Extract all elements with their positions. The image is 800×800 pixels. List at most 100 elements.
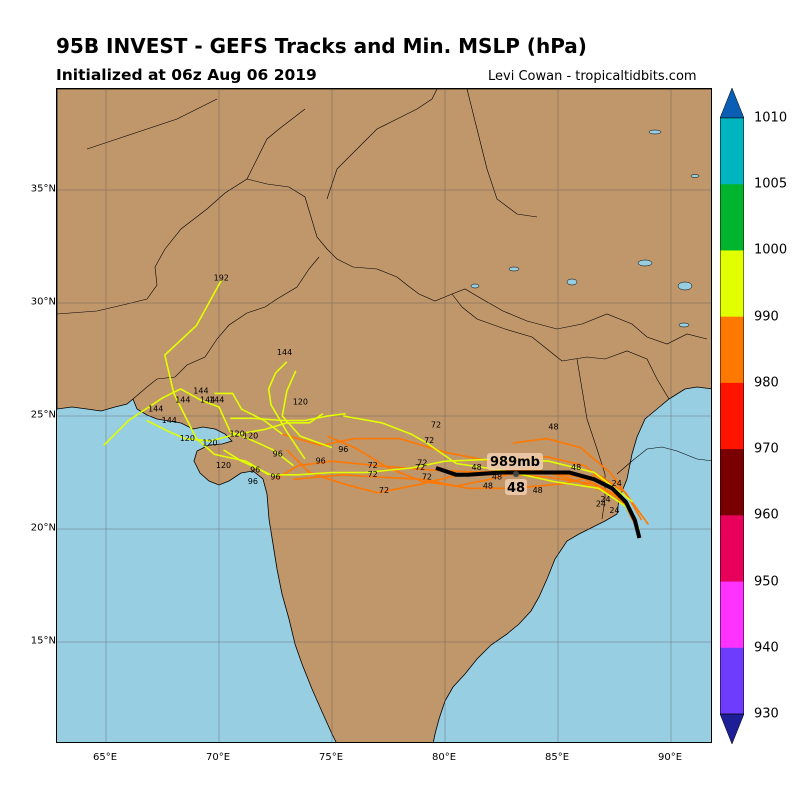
- mean-48h-marker: [513, 471, 519, 477]
- lake: [677, 281, 693, 291]
- author-credit: Levi Cowan - tropicaltidbits.com: [488, 69, 697, 84]
- x-tick-label: 80°E: [431, 752, 457, 763]
- forecast-hour-label: 120: [216, 461, 231, 470]
- y-tick-label: 20°N: [30, 522, 56, 534]
- chart-title: 95B INVEST - GEFS Tracks and Min. MSLP (…: [56, 34, 587, 58]
- mean-hour-label: 48: [507, 481, 525, 496]
- forecast-hour-label: 24: [596, 499, 606, 508]
- pressure-colorbar: [720, 88, 744, 744]
- forecast-hour-label: 144: [193, 386, 208, 395]
- colorbar-bin: [720, 316, 744, 384]
- init-time-subtitle: Initialized at 06z Aug 06 2019: [56, 66, 317, 84]
- ensemble-member-track: [293, 473, 643, 521]
- forecast-hour-label: 72: [368, 461, 378, 470]
- ensemble-member-track: [286, 449, 636, 519]
- forecast-hour-label: 144: [200, 395, 215, 404]
- colorbar-bin: [720, 647, 744, 715]
- ensemble-member-track: [343, 415, 641, 530]
- colorbar-bin: [720, 118, 744, 185]
- map-panel: 192 144 144 144 144 144 144 144 120 120 120 120 120 1…: [56, 88, 712, 743]
- colorbar-level-label: 1010: [754, 110, 788, 126]
- lake: [508, 266, 520, 272]
- lake: [566, 278, 578, 286]
- colorbar-bin: [720, 449, 744, 516]
- ensemble-member-track: [281, 370, 333, 449]
- forecast-hour-label: 24: [600, 495, 610, 504]
- forecast-hour-label: 48: [472, 463, 482, 472]
- forecast-hour-label: 48: [548, 423, 558, 432]
- lake: [470, 283, 480, 289]
- forecast-hour-label: 120: [180, 434, 195, 443]
- forecast-hour-label: 192: [214, 273, 229, 282]
- lake: [637, 259, 653, 267]
- colorbar-level-label: 970: [754, 441, 779, 457]
- ensemble-member-track: [180, 388, 295, 467]
- forecast-hour-label: 48: [483, 481, 493, 490]
- colorbar-bin: [720, 581, 744, 649]
- forecast-hour-label: 72: [417, 459, 427, 468]
- forecast-hour-label: 24: [609, 506, 619, 515]
- forecast-hour-label: 120: [229, 429, 244, 438]
- colorbar-level-label: 950: [754, 574, 779, 590]
- x-tick-label: 70°E: [205, 752, 231, 763]
- y-tick-label: 25°N: [30, 409, 56, 421]
- forecast-hour-label: 96: [338, 445, 348, 454]
- forecast-hour-label: 72: [424, 436, 434, 445]
- forecast-hour-label: 24: [612, 479, 622, 488]
- forecast-hour-label: 96: [273, 450, 283, 459]
- forecast-hour-label: 96: [248, 477, 258, 486]
- y-tick-label: 35°N: [30, 183, 56, 195]
- forecast-hour-label: 144: [277, 348, 292, 357]
- forecast-hour-label: 96: [250, 466, 260, 475]
- mean-track-label: 989mb 48: [487, 453, 543, 496]
- colorbar-bin: [720, 250, 744, 318]
- forecast-hour-label: 144: [209, 395, 224, 404]
- lake: [678, 322, 690, 328]
- ensemble-member-track: [163, 280, 270, 476]
- ensemble-member-track: [230, 412, 346, 422]
- country-borders: [57, 89, 711, 520]
- colorbar-bin: [720, 515, 744, 583]
- colorbar-level-label: 980: [754, 375, 779, 391]
- lake: [648, 129, 662, 135]
- forecast-hour-label: 48: [571, 463, 581, 472]
- ensemble-tracks: [103, 280, 650, 534]
- forecast-hour-label: 144: [175, 395, 190, 404]
- colorbar-level-label: 1000: [754, 242, 788, 258]
- forecast-hour-label: 72: [368, 470, 378, 479]
- land-mass: [57, 89, 711, 742]
- colorbar-level-label: 940: [754, 640, 779, 656]
- y-tick-label: 30°N: [30, 296, 56, 308]
- forecast-hour-label: 144: [162, 416, 177, 425]
- ensemble-member-track: [103, 388, 181, 446]
- forecast-hour-label: 96: [270, 472, 280, 481]
- forecast-hour-label: 72: [415, 463, 425, 472]
- colorbar-level-label: 1005: [754, 176, 788, 192]
- forecast-hour-label: 48: [492, 472, 502, 481]
- x-tick-label: 90°E: [657, 752, 683, 763]
- forecast-hour-label: 120: [243, 432, 258, 441]
- y-tick-label: 15°N: [30, 635, 56, 647]
- colorbar-level-label: 960: [754, 507, 779, 523]
- x-tick-label: 75°E: [318, 752, 344, 763]
- ensemble-member-track: [282, 433, 641, 534]
- x-tick-label: 65°E: [92, 752, 118, 763]
- colorbar-bin: [720, 184, 744, 251]
- ensemble-member-track: [214, 392, 283, 435]
- mean-min-pressure-label: 989mb: [490, 455, 540, 470]
- forecast-hour-label: 120: [293, 398, 308, 407]
- forecast-hour-label: 72: [422, 472, 432, 481]
- ensemble-member-track: [512, 437, 650, 525]
- forecast-hour-label: 144: [148, 404, 163, 413]
- forecast-hour-label: 96: [316, 456, 326, 465]
- x-tick-label: 85°E: [544, 752, 570, 763]
- colorbar-level-label: 930: [754, 706, 779, 722]
- colorbar-bin: [720, 382, 744, 450]
- colorbar-level-label: 990: [754, 309, 779, 325]
- forecast-hour-label: 72: [379, 486, 389, 495]
- forecast-hour-label: 72: [431, 420, 441, 429]
- lake: [690, 174, 700, 178]
- ensemble-mean-track: [435, 466, 642, 539]
